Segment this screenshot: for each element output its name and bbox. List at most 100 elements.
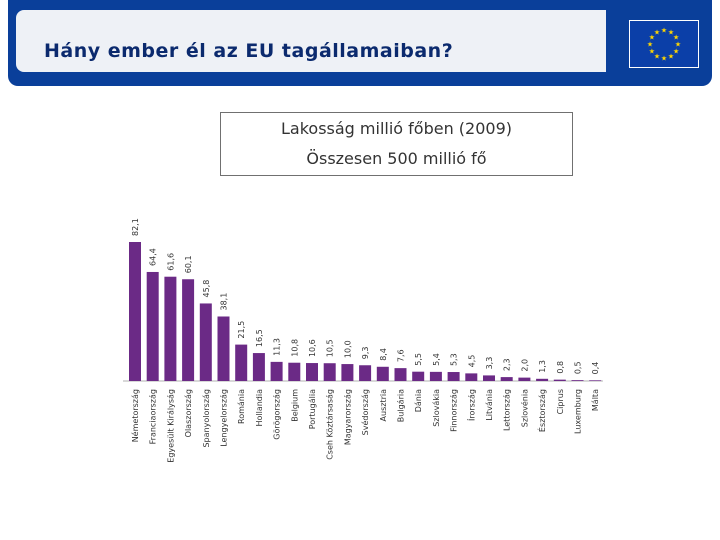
category-label: Cseh Köztársaság	[326, 389, 335, 460]
data-label: 10,8	[290, 339, 299, 357]
category-label: Lengyelország	[220, 389, 229, 447]
flag-star-icon: ★	[673, 48, 679, 56]
data-label: 60,1	[184, 255, 193, 273]
data-label: 61,6	[166, 253, 175, 271]
category-label: Dánia	[414, 389, 423, 412]
data-label: 1,3	[538, 360, 547, 373]
flag-star-icon: ★	[649, 48, 655, 56]
category-label: Németország	[130, 389, 140, 442]
category-label: Szlovákia	[432, 389, 441, 427]
bar-17	[429, 371, 442, 381]
bar-12	[341, 364, 354, 381]
bar-0	[129, 242, 141, 381]
flag-star-icon: ★	[668, 53, 674, 61]
bar-6	[235, 344, 248, 381]
data-label: 38,1	[220, 293, 229, 311]
flag-star-icon: ★	[649, 34, 655, 42]
category-label: Szlovénia	[519, 389, 529, 427]
data-label: 0,5	[574, 361, 583, 374]
data-label: 2,0	[520, 359, 529, 372]
data-label: 10,6	[308, 339, 317, 357]
data-label: 5,3	[450, 353, 459, 366]
data-label: 2,3	[503, 358, 512, 371]
bar-11	[323, 363, 336, 381]
bar-18	[447, 372, 460, 381]
flag-star-icon: ★	[654, 28, 660, 36]
category-label: Portugália	[308, 389, 317, 429]
eu-flag-icon: ★ ★ ★ ★ ★ ★ ★ ★ ★ ★ ★ ★	[629, 20, 699, 68]
category-label: Ciprus	[556, 389, 565, 414]
category-label: Románia	[237, 389, 246, 424]
bar-1	[146, 271, 159, 381]
data-label: 7,6	[397, 349, 406, 362]
data-label: 10,0	[343, 340, 352, 358]
category-label: Lettország	[503, 389, 512, 431]
flag-star-icon: ★	[647, 41, 653, 49]
chart-subtitle: Összesen 500 millió fő	[306, 149, 487, 168]
bar-3	[182, 279, 195, 381]
flag-star-icon: ★	[661, 55, 667, 63]
category-label: Egyesült Királyság	[166, 389, 175, 463]
category-label: Olaszország	[184, 389, 193, 437]
bar-9	[288, 362, 301, 381]
flag-star-icon: ★	[661, 27, 667, 35]
flag-star-icon: ★	[673, 34, 679, 42]
bar-5	[217, 316, 230, 381]
category-label: Magyarország	[343, 389, 352, 445]
bar-21	[500, 377, 513, 381]
eu-flag-stars: ★ ★★★★★★★★★★★	[647, 27, 681, 63]
bar-7	[252, 353, 265, 381]
category-label: Hollandia	[255, 389, 264, 427]
bar-16	[412, 371, 425, 381]
category-label: Ausztria	[379, 389, 388, 422]
data-label: 10,5	[326, 339, 335, 357]
category-label: Finnország	[450, 389, 459, 432]
slide-title: Hány ember él az EU tagállamaiban?	[44, 40, 454, 62]
bar-25	[571, 380, 584, 381]
data-label: 11,3	[273, 338, 282, 356]
data-label: 9,3	[361, 347, 370, 360]
bar-24	[553, 379, 566, 381]
bar-8	[270, 361, 283, 381]
category-label: Litvánia	[485, 389, 494, 421]
bar-10	[306, 363, 318, 381]
data-label: 3,3	[485, 357, 494, 370]
bar-19	[465, 373, 478, 381]
data-label: 16,5	[255, 329, 264, 347]
bar-22	[518, 377, 531, 381]
category-label: Görögország	[273, 389, 282, 440]
category-label: Málta	[591, 389, 600, 411]
header-title-panel	[16, 10, 606, 72]
bar-23	[536, 378, 549, 381]
data-label: 5,5	[414, 353, 423, 366]
bar-15	[394, 368, 407, 381]
data-label: 82,1	[131, 218, 140, 236]
category-label: Bulgária	[397, 389, 406, 422]
slide-header: Hány ember él az EU tagállamaiban? ★ ★ ★ ★ ★…	[0, 0, 720, 86]
data-label: 0,8	[556, 361, 565, 374]
category-label: Luxemburg	[574, 389, 583, 434]
category-label: Franciaország	[149, 389, 158, 444]
flag-star-icon: ★	[654, 53, 660, 61]
bar-4	[199, 303, 212, 381]
category-label: Belgium	[290, 389, 299, 422]
data-label: 4,5	[467, 355, 476, 368]
data-label: 0,4	[591, 362, 600, 375]
data-label: 45,8	[202, 280, 211, 298]
category-label: Svédország	[360, 389, 370, 435]
bar-20	[483, 375, 495, 381]
data-label: 64,4	[149, 248, 158, 266]
flag-star-icon: ★	[668, 28, 674, 36]
category-label: Észtország	[536, 389, 547, 432]
data-label: 5,4	[432, 353, 441, 366]
bar-2	[164, 276, 177, 381]
bar-14	[376, 366, 389, 381]
flag-star-icon: ★	[675, 41, 681, 49]
data-label: 8,4	[379, 348, 388, 361]
chart-title: Lakosság millió főben (2009)	[280, 119, 512, 138]
bar-26	[589, 380, 602, 381]
data-label: 21,5	[237, 321, 246, 339]
category-label: Írország	[465, 389, 476, 421]
chart-title-box: Lakosság millió főben (2009) Összesen 50…	[220, 112, 573, 176]
